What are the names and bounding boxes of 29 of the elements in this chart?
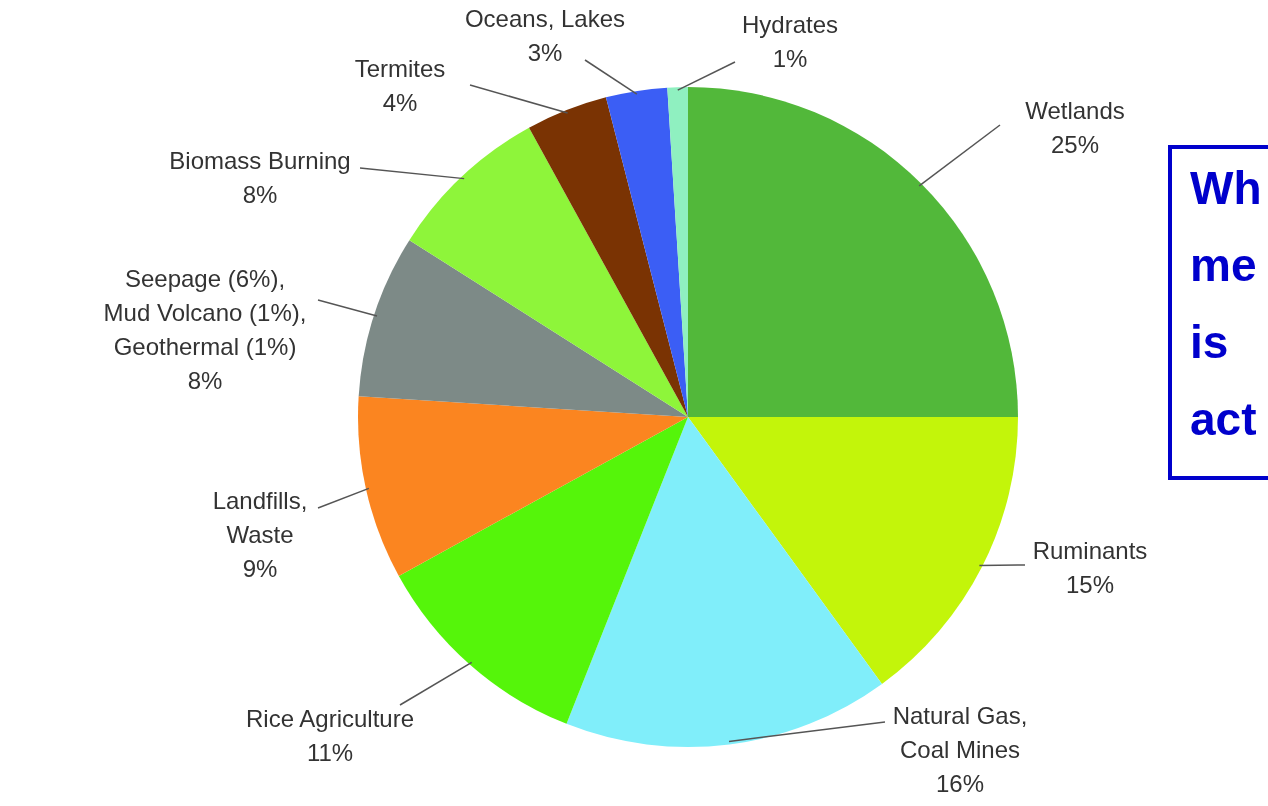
data-label: 11%	[306, 739, 354, 766]
slice-label: Rice Agriculture	[245, 705, 415, 732]
slice-label: Oceans, Lakes	[464, 5, 626, 32]
data-label: 16%	[935, 770, 985, 797]
slice-label: Wetlands	[1025, 97, 1125, 124]
pie-slice	[688, 87, 1018, 417]
data-label: 9%	[242, 555, 278, 582]
pie-slice	[566, 417, 882, 747]
slice-label: Landfills, Waste	[212, 487, 308, 548]
pie-slice	[409, 127, 688, 417]
slice-label: Natural Gas, Coal Mines	[892, 702, 1028, 763]
slice-label: Hydrates	[741, 11, 839, 38]
pie-slice	[529, 97, 688, 417]
pie-slice	[605, 87, 688, 417]
pie-slice	[358, 240, 688, 417]
slice-label: Seepage (6%), Mud Volcano (1%), Geothermal (1%)	[103, 265, 307, 360]
text: Wh me is act	[1190, 162, 1262, 445]
data-label: 1%	[772, 45, 808, 72]
data-label: 3%	[527, 39, 563, 66]
data-label: 25%	[1050, 131, 1100, 158]
data-label: 8%	[242, 181, 278, 208]
slice-label: Biomass Burning	[169, 147, 351, 174]
slice-label: Ruminants	[1032, 537, 1148, 564]
pie-slice	[688, 417, 1018, 684]
data-label: 8%	[187, 367, 223, 394]
slice-label: Termites	[354, 55, 446, 82]
data-label: 15%	[1065, 571, 1115, 598]
pie-slice	[358, 396, 688, 576]
data-label: 4%	[382, 89, 418, 116]
